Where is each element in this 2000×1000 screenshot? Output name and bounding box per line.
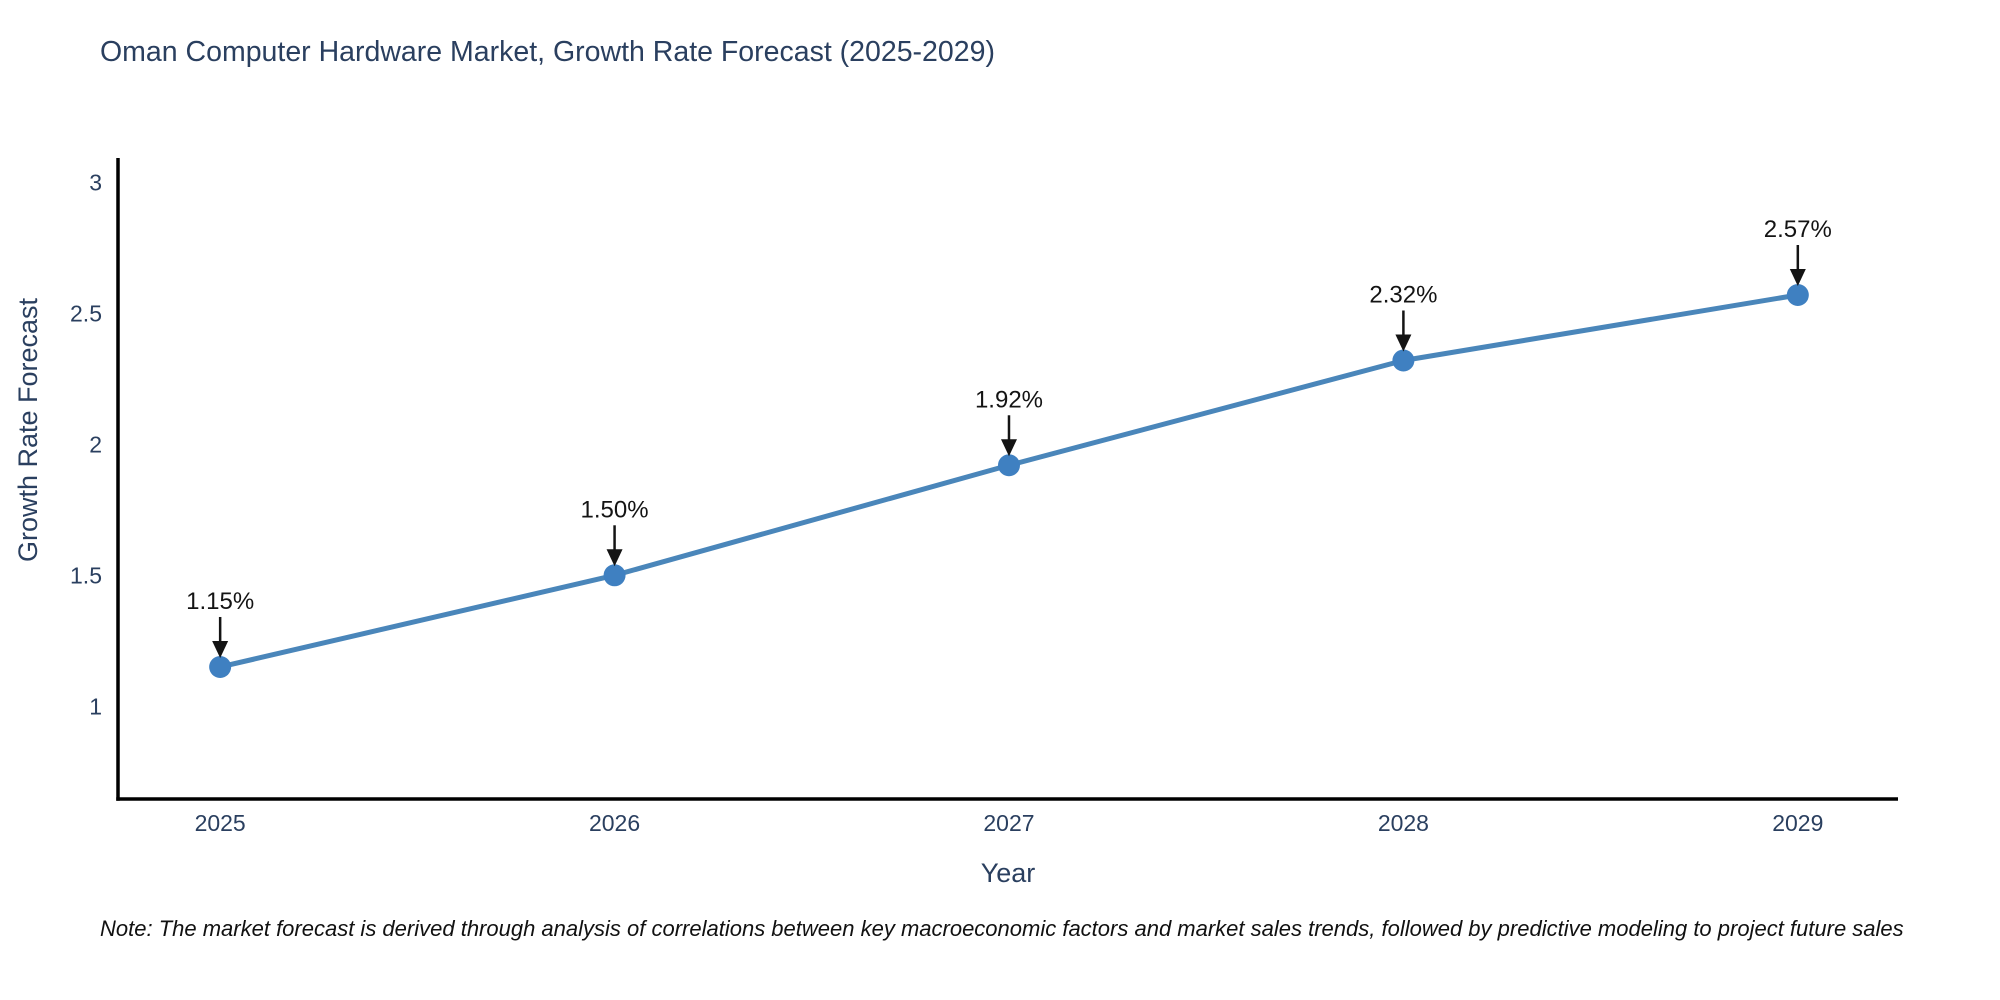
annotation-arrowhead <box>212 640 229 658</box>
data-point-marker <box>603 564 626 587</box>
annotation-arrowhead <box>1000 439 1017 457</box>
footnote: Note: The market forecast is derived thr… <box>100 916 1904 941</box>
x-axis-title: Year <box>980 858 1036 888</box>
annotation-arrowhead <box>606 549 623 567</box>
x-tick-label: 2028 <box>1378 810 1429 836</box>
annotation-label: 1.15% <box>186 588 254 615</box>
y-tick-label: 1 <box>89 693 102 719</box>
data-point-marker <box>209 655 232 678</box>
chart-title: Oman Computer Hardware Market, Growth Ra… <box>100 36 995 68</box>
y-tick-label: 3 <box>89 169 102 195</box>
annotation-label: 2.32% <box>1369 281 1437 308</box>
y-tick-label: 2 <box>89 431 102 457</box>
y-tick-label: 1.5 <box>70 562 102 588</box>
annotation-label: 1.92% <box>975 386 1043 413</box>
data-point-marker <box>1786 284 1809 307</box>
annotation-arrowhead <box>1395 334 1412 352</box>
y-tick-label: 2.5 <box>70 300 102 326</box>
data-point-marker <box>997 454 1020 477</box>
data-point-marker <box>1392 349 1415 372</box>
x-tick-label: 2027 <box>983 810 1034 836</box>
x-tick-label: 2025 <box>195 810 246 836</box>
series-line <box>217 292 1801 670</box>
annotation-arrowhead <box>1789 269 1806 287</box>
x-tick-label: 2026 <box>589 810 640 836</box>
annotation-label: 2.57% <box>1764 216 1832 243</box>
y-axis-title: Growth Rate Forecast <box>13 297 43 563</box>
x-tick-label: 2029 <box>1772 810 1823 836</box>
annotation-label: 1.50% <box>581 496 649 523</box>
